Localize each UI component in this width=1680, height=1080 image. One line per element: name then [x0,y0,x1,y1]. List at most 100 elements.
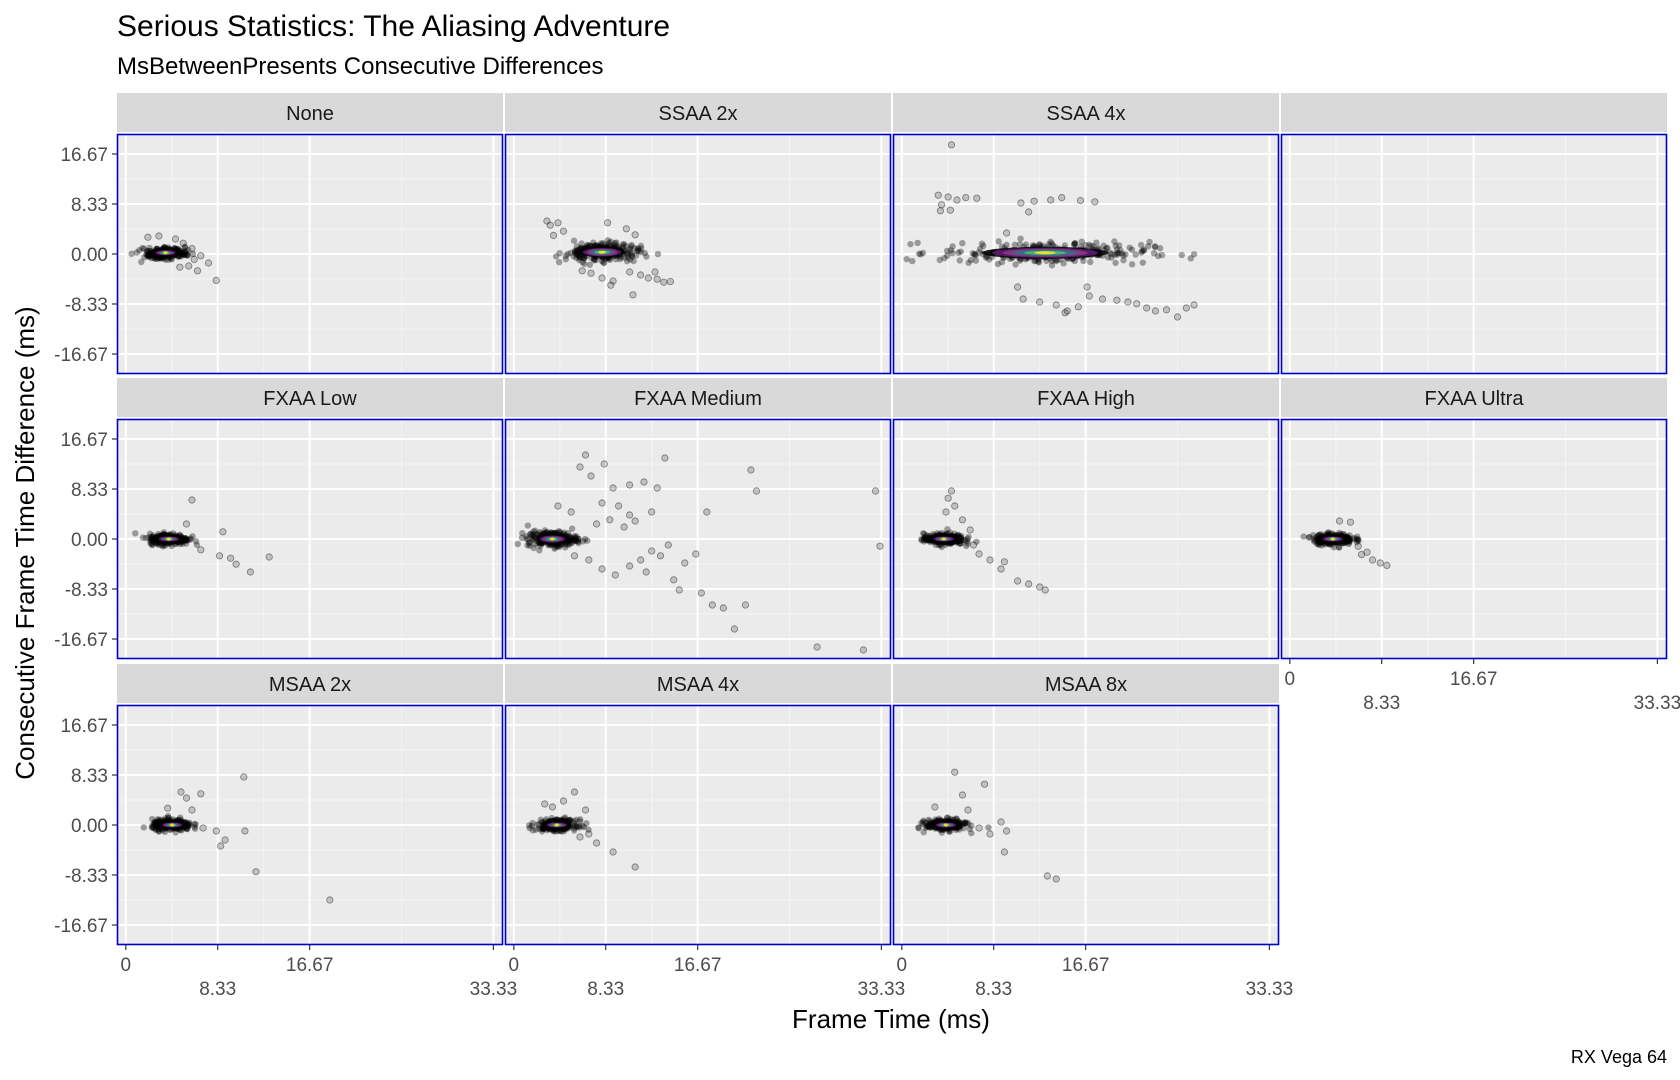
facet-strip [505,664,891,703]
data-point [175,253,182,260]
data-point [614,502,623,510]
data-point [965,820,972,827]
data-point [535,825,543,832]
data-point [549,827,557,834]
y-tick-label: 16.67 [60,716,108,737]
data-point [1071,257,1078,265]
data-point [1017,235,1024,242]
data-point [1340,531,1347,538]
data-point [151,819,158,826]
data-point [178,251,185,258]
data-point [152,820,159,828]
data-point [924,822,932,830]
data-point [954,538,961,545]
data-point [586,261,594,268]
facet-strip-label: None [286,103,334,125]
data-point [632,252,640,259]
data-point [941,254,948,262]
data-point [533,531,540,538]
data-point [1315,538,1322,546]
data-point [197,790,205,798]
data-point [1178,251,1185,259]
data-point [961,820,968,827]
data-point [648,508,656,516]
data-point [156,254,163,261]
data-point [1045,241,1052,248]
data-point [556,543,563,551]
data-point [155,828,163,835]
data-point [958,516,967,524]
data-point [178,248,185,255]
data-point [572,537,579,544]
data-point [557,541,564,549]
data-point [956,826,963,833]
data-point [947,815,954,823]
data-point [171,245,179,252]
data-point [957,537,964,545]
x-tick-label: 8.33 [199,979,236,1000]
data-point [567,817,574,824]
data-point [145,251,152,258]
data-point [1071,240,1079,247]
data-point [945,828,953,835]
data-point [1036,583,1044,591]
data-point [1093,239,1100,246]
data-point [1313,540,1321,547]
data-point [177,249,184,256]
data-point [959,239,966,247]
data-point [143,251,150,258]
data-point [1047,238,1054,246]
data-point [148,534,155,541]
data-point [997,818,1005,826]
data-point [176,247,183,254]
data-layer [543,217,675,299]
data-point [150,536,158,544]
panel-border [504,418,892,660]
data-point [241,827,249,835]
data-point [191,825,199,832]
data-point [927,819,934,826]
data-point [159,817,167,825]
data-point [159,540,166,547]
data-point [943,814,951,822]
data-point [1076,197,1085,205]
data-point [623,249,630,256]
data-point [1030,197,1038,205]
data-point [1052,301,1060,309]
data-point [532,826,540,833]
data-point [566,536,573,544]
data-point [927,823,934,831]
data-point [155,826,162,833]
data-point [915,824,922,831]
data-point [154,816,161,823]
data-point [937,826,944,834]
data-point [920,536,928,543]
data-point [144,247,151,255]
panel-border [504,133,892,375]
data-point [1019,295,1027,303]
data-point [966,825,973,833]
data-point [935,541,942,549]
data-point [1104,244,1111,252]
data-point [150,823,158,830]
data-point [1152,243,1159,251]
data-point [164,804,172,812]
data-point [1151,307,1160,315]
data-point [571,248,579,255]
data-point [573,254,580,262]
data-point [570,552,579,560]
data-point [1143,304,1151,312]
data-point [581,535,589,543]
data-point [600,259,607,266]
data-point [177,816,184,824]
data-point [580,254,588,262]
data-point [155,828,162,835]
data-point [147,540,154,547]
facet-panel [1280,93,1668,375]
chart-subtitle: MsBetweenPresents Consecutive Difference… [117,53,603,80]
data-point [944,494,952,502]
data-point [155,530,162,538]
data-point [568,525,576,532]
facet-panel: MSAA 2x 16.67 8.33 0.00 -8.33 -16.67 0 8.33 16.6… [54,664,517,1000]
data-point [957,534,964,541]
